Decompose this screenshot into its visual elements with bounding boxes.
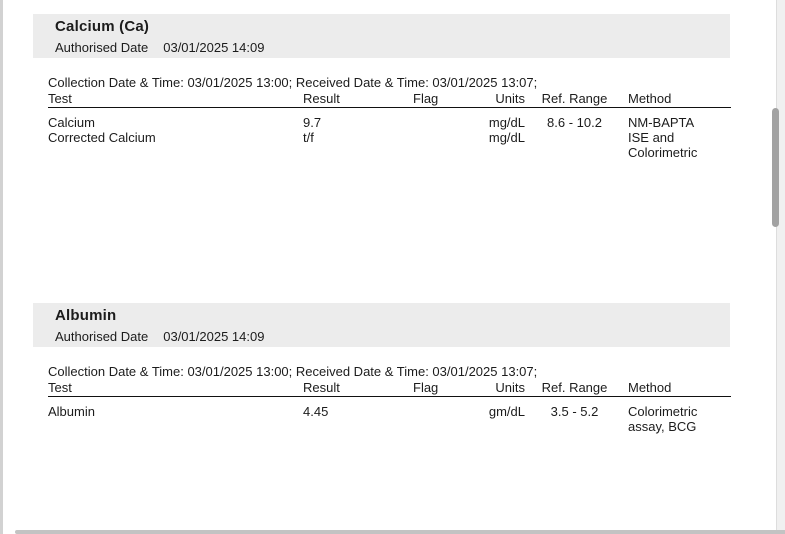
cell-ref-range: 3.5 - 5.2: [550, 404, 599, 419]
table-row: Corrected Calcium t/f mg/dL ISE and Colo…: [48, 130, 731, 160]
cell-method: ISE and Colorimetric: [628, 130, 698, 160]
col-header-result: Result: [303, 380, 340, 395]
cell-units: gm/dL: [488, 404, 525, 419]
cell-test: Calcium: [48, 115, 95, 130]
cell-units: mg/dL: [488, 115, 525, 130]
section-header-box: Calcium (Ca) Authorised Date 03/01/2025 …: [33, 14, 730, 58]
vertical-scrollbar-track[interactable]: [776, 0, 785, 530]
cell-method: NM-BAPTA: [628, 115, 695, 130]
table-header-row: Test Result Flag Units Ref. Range Method: [48, 380, 731, 397]
results-table: Test Result Flag Units Ref. Range Method…: [48, 380, 731, 434]
section-title: Calcium (Ca): [55, 18, 150, 35]
table-body: Albumin 4.45 gm/dL 3.5 - 5.2 Colorimetri…: [48, 404, 731, 434]
authorised-date-row: Authorised Date 03/01/2025 14:09: [55, 41, 264, 55]
cell-flag: [408, 115, 448, 130]
authorised-date-row: Authorised Date 03/01/2025 14:09: [55, 330, 264, 344]
cell-flag: [408, 130, 448, 160]
col-header-ref-range: Ref. Range: [541, 91, 608, 106]
cell-test: Corrected Calcium: [48, 130, 156, 145]
col-header-test: Test: [48, 91, 72, 106]
authorised-date-label: Authorised Date: [55, 40, 149, 55]
page-left-edge: [0, 0, 3, 534]
results-table: Test Result Flag Units Ref. Range Method…: [48, 91, 731, 160]
authorised-date-label: Authorised Date: [55, 329, 149, 344]
authorised-date-value: 03/01/2025 14:09: [163, 40, 265, 55]
table-row: Albumin 4.45 gm/dL 3.5 - 5.2 Colorimetri…: [48, 404, 731, 434]
col-header-test: Test: [48, 380, 72, 395]
col-header-method: Method: [628, 380, 672, 395]
col-header-ref-range: Ref. Range: [541, 380, 608, 395]
bottom-divider: [15, 530, 785, 534]
cell-flag: [408, 404, 448, 434]
cell-ref-range: [527, 130, 622, 160]
collection-received-line: Collection Date & Time: 03/01/2025 13:00…: [48, 75, 538, 90]
authorised-date-value: 03/01/2025 14:09: [163, 329, 265, 344]
col-header-flag: Flag: [413, 380, 439, 395]
collection-received-line: Collection Date & Time: 03/01/2025 13:00…: [48, 364, 538, 379]
col-header-result: Result: [303, 91, 340, 106]
cell-test: Albumin: [48, 404, 95, 419]
cell-ref-range: 8.6 - 10.2: [547, 115, 602, 130]
cell-result: 4.45: [303, 404, 329, 419]
col-header-method: Method: [628, 91, 672, 106]
section-title: Albumin: [55, 307, 117, 324]
cell-result: 9.7: [303, 115, 322, 130]
col-header-units: Units: [495, 91, 525, 106]
col-header-flag: Flag: [413, 91, 439, 106]
cell-units: mg/dL: [488, 130, 525, 145]
section-header-box: Albumin Authorised Date 03/01/2025 14:09: [33, 303, 730, 347]
col-header-units: Units: [495, 380, 525, 395]
table-body: Calcium 9.7 mg/dL 8.6 - 10.2 NM-BAPTA Co…: [48, 115, 731, 160]
table-header-row: Test Result Flag Units Ref. Range Method: [48, 91, 731, 108]
vertical-scrollbar-thumb[interactable]: [772, 108, 779, 227]
cell-result: t/f: [303, 130, 314, 145]
cell-method: Colorimetric assay, BCG: [628, 404, 698, 434]
table-row: Calcium 9.7 mg/dL 8.6 - 10.2 NM-BAPTA: [48, 115, 731, 130]
